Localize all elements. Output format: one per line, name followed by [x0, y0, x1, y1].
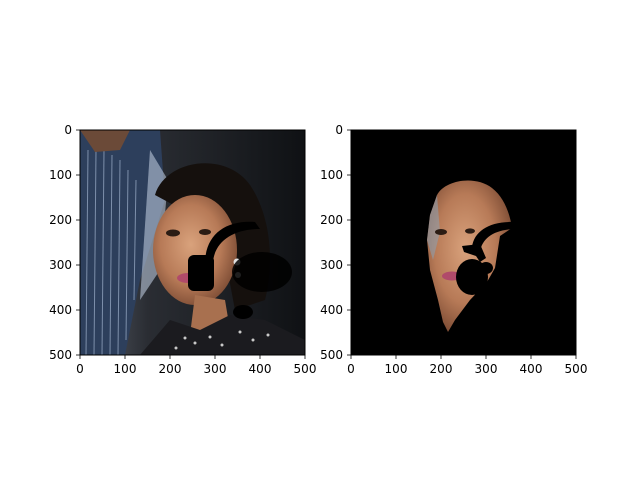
- eye-right: [199, 229, 211, 235]
- left-xtick-label: 0: [76, 362, 84, 376]
- jacket-studs: [174, 330, 270, 350]
- face: [153, 195, 237, 305]
- right-xtick-label: 400: [520, 362, 543, 376]
- right-ytick-label: 200: [320, 213, 343, 227]
- right-ytick-label: 300: [320, 258, 343, 272]
- right-axis-ticks: 0 100 200 300 400 500 0 100 200 300 400 500: [320, 123, 587, 376]
- left-xtick-label: 100: [114, 362, 137, 376]
- seg-eye-right: [465, 228, 475, 234]
- right-xtick-label: 300: [475, 362, 498, 376]
- left-axes-frame: [79, 129, 306, 356]
- left-xtick-label: 500: [294, 362, 317, 376]
- left-ytick-label: 400: [49, 303, 72, 317]
- seg-eye-left: [435, 229, 447, 235]
- left-xtick-label: 300: [204, 362, 227, 376]
- left-xtick-label: 200: [159, 362, 182, 376]
- right-axes-frame: [350, 129, 577, 356]
- segmented-face: [427, 180, 512, 332]
- eye-left: [166, 229, 180, 237]
- right-xtick-label: 100: [385, 362, 408, 376]
- right-xtick-label: 200: [430, 362, 453, 376]
- right-xtick-label: 0: [347, 362, 355, 376]
- right-ytick-label: 400: [320, 303, 343, 317]
- left-ytick-label: 0: [64, 123, 72, 137]
- left-axis-ticks: 0 100 200 300 400 500 0 100 200 300 400 500: [49, 123, 316, 376]
- left-ytick-label: 100: [49, 168, 72, 182]
- seg-headphones-mark: [456, 221, 514, 295]
- headphones-mark: [188, 221, 292, 319]
- right-ytick-label: 100: [320, 168, 343, 182]
- right-ytick-label: 500: [320, 348, 343, 362]
- left-ytick-label: 200: [49, 213, 72, 227]
- right-ytick-label: 0: [335, 123, 343, 137]
- left-xtick-label: 400: [249, 362, 272, 376]
- left-ytick-label: 500: [49, 348, 72, 362]
- left-ytick-label: 300: [49, 258, 72, 272]
- jacket: [140, 315, 305, 355]
- right-image-panel: [351, 130, 576, 355]
- left-image-panel: [80, 130, 305, 355]
- right-xtick-label: 500: [565, 362, 588, 376]
